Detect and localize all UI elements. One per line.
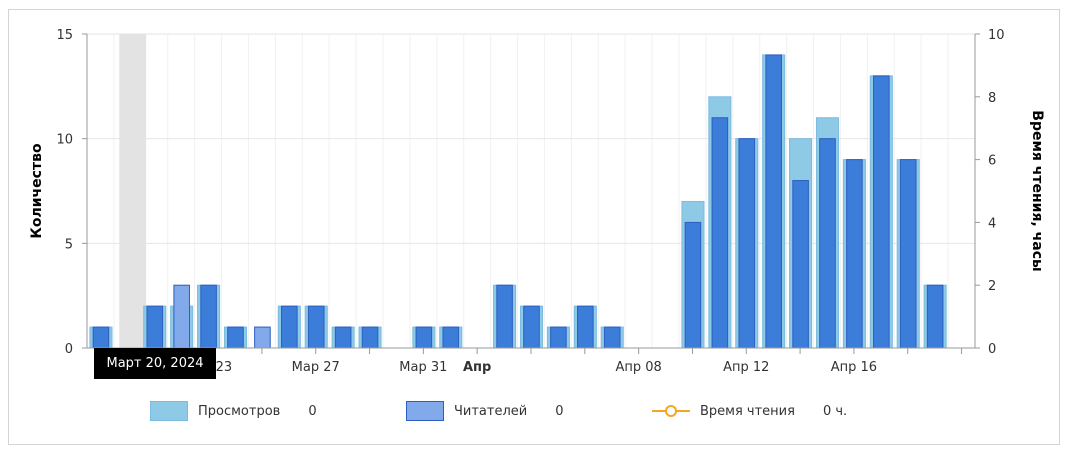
- bar-readers: [899, 159, 917, 349]
- bar-readers: [254, 326, 271, 349]
- y-left-tick-label: 10: [56, 133, 73, 148]
- bar-readers: [792, 180, 809, 349]
- bar-readers: [550, 326, 567, 349]
- bar-readers: [873, 75, 890, 349]
- bar-readers: [738, 138, 756, 349]
- bar-readers: [684, 221, 702, 349]
- legend-label-reading-time: Время чтения: [700, 403, 795, 419]
- y-right-tick-label: 8: [988, 91, 996, 106]
- y-right-tick-label: 4: [988, 216, 996, 231]
- y-right-tick-label: 6: [988, 154, 996, 169]
- bar-readers: [227, 326, 244, 349]
- x-tick-label: Апр 12: [723, 360, 769, 375]
- legend-value-reading-time: 0 ч.: [822, 403, 848, 419]
- y-right-tick-label: 10: [988, 28, 1005, 43]
- bar-readers: [765, 54, 782, 349]
- bar-readers: [146, 305, 164, 349]
- bar-readers: [926, 284, 944, 349]
- legend-item-reading-time[interactable]: Время чтения 0 ч.: [652, 399, 847, 423]
- bar-readers: [577, 305, 594, 349]
- reading-time-line-icon: [652, 401, 690, 421]
- x-tick-label: Апр: [463, 360, 491, 375]
- bar-readers: [523, 305, 540, 349]
- bar-readers: [846, 159, 863, 349]
- bar-readers: [819, 138, 836, 349]
- bar-readers: [307, 305, 325, 349]
- bar-readers: [173, 284, 190, 349]
- bar-readers: [442, 326, 460, 349]
- bar-readers: [415, 326, 433, 349]
- tooltip: Март 20, 2024: [94, 348, 216, 379]
- y-left-tick-label: 0: [65, 342, 73, 357]
- readers-swatch: [406, 401, 444, 421]
- bar-readers: [361, 326, 379, 349]
- bar-readers: [496, 284, 513, 349]
- legend-label-views: Просмотров: [198, 403, 281, 419]
- x-tick-label: Апр 16: [831, 360, 877, 375]
- y-right-axis-title: Время чтения, часы: [1029, 110, 1045, 271]
- views-swatch: [150, 401, 188, 421]
- legend-value-readers: 0: [555, 403, 564, 419]
- legend-label-readers: Читателей: [454, 403, 528, 419]
- y-right-tick-label: 0: [988, 342, 996, 357]
- bar-readers: [200, 284, 217, 349]
- x-tick-label: Мар 31: [399, 360, 447, 375]
- x-tick-label: Мар 27: [292, 360, 340, 375]
- hover-highlight: [119, 34, 147, 348]
- y-left-tick-label: 5: [65, 237, 73, 252]
- bar-readers: [92, 326, 110, 349]
- y-left-tick-label: 15: [56, 28, 73, 43]
- grid: [86, 33, 976, 349]
- legend-value-views: 0: [308, 403, 317, 419]
- bar-readers: [334, 326, 352, 349]
- bar-readers: [603, 326, 621, 349]
- y-right-tick-label: 2: [988, 279, 996, 294]
- x-tick-label: Апр 08: [615, 360, 661, 375]
- legend-item-readers[interactable]: Читателей 0: [406, 399, 564, 423]
- bar-readers: [281, 305, 298, 349]
- bar-readers: [711, 117, 729, 349]
- y-left-axis-title: Количество: [29, 143, 45, 239]
- bars: [89, 54, 962, 349]
- legend-item-views[interactable]: Просмотров 0: [150, 399, 317, 423]
